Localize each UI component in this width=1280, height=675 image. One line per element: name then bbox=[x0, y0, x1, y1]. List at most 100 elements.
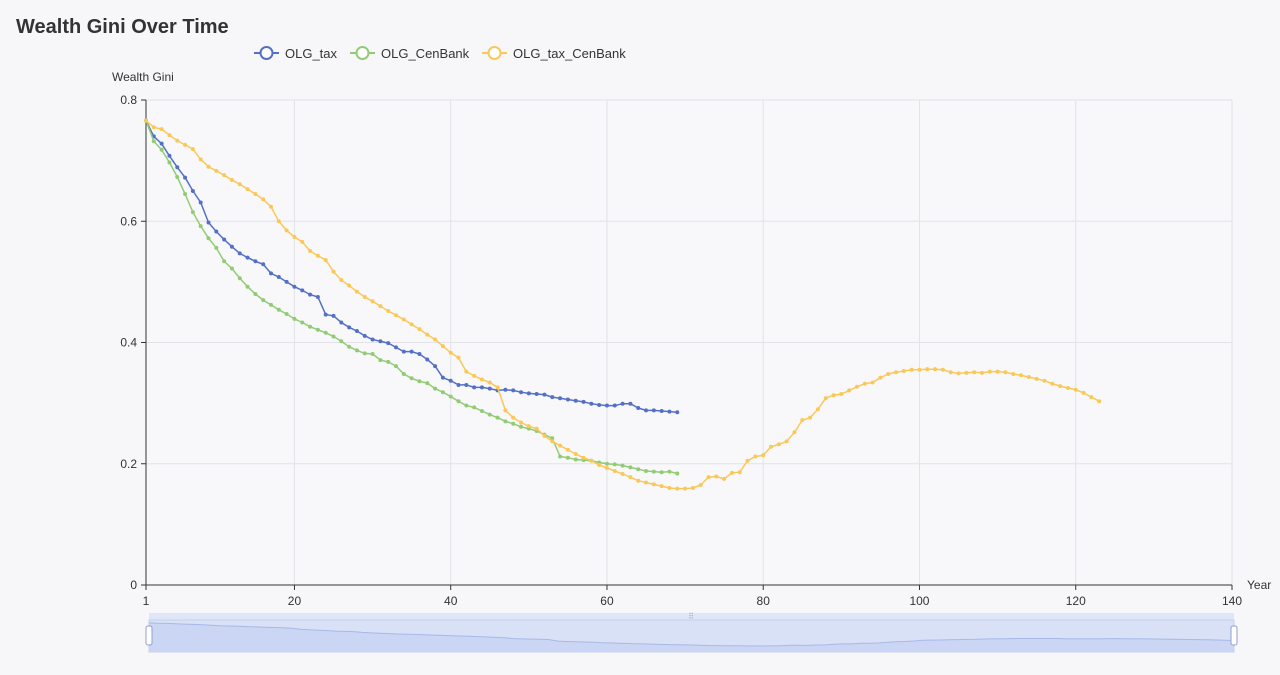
data-point bbox=[1089, 395, 1094, 400]
data-point bbox=[370, 337, 375, 342]
data-point bbox=[620, 472, 625, 477]
data-point bbox=[659, 484, 664, 489]
data-point bbox=[331, 269, 336, 274]
data-point bbox=[472, 385, 477, 390]
zoom-preview-area bbox=[149, 622, 1234, 652]
data-point bbox=[425, 332, 430, 337]
data-point bbox=[378, 339, 383, 344]
data-point bbox=[839, 392, 844, 397]
legend-label: OLG_CenBank bbox=[381, 46, 470, 61]
data-point bbox=[534, 392, 539, 397]
data-point bbox=[604, 403, 609, 408]
data-point bbox=[909, 367, 914, 372]
data-point bbox=[1003, 370, 1008, 375]
data-point bbox=[206, 220, 211, 225]
data-point bbox=[222, 237, 227, 242]
data-point bbox=[628, 475, 633, 480]
legend-item[interactable]: OLG_tax_CenBank bbox=[482, 46, 626, 61]
data-point bbox=[628, 401, 633, 406]
data-point bbox=[1019, 373, 1024, 378]
data-point bbox=[401, 372, 406, 377]
data-point bbox=[925, 367, 930, 372]
data-point bbox=[386, 359, 391, 364]
data-point bbox=[175, 138, 180, 143]
x-tick-label: 20 bbox=[288, 594, 302, 608]
data-point bbox=[558, 443, 563, 448]
data-point bbox=[940, 367, 945, 372]
data-point bbox=[706, 475, 711, 480]
data-point bbox=[276, 275, 281, 280]
zoom-handle-right[interactable] bbox=[1230, 625, 1238, 646]
legend-item[interactable]: OLG_tax bbox=[254, 46, 338, 61]
data-point bbox=[401, 317, 406, 322]
data-point bbox=[284, 228, 289, 233]
data-point bbox=[1042, 378, 1047, 383]
y-tick-label: 0 bbox=[130, 578, 137, 592]
data-point bbox=[198, 224, 203, 229]
data-point bbox=[472, 373, 477, 378]
zoom-handle-left[interactable] bbox=[145, 625, 153, 646]
data-point bbox=[1065, 385, 1070, 390]
data-point bbox=[784, 439, 789, 444]
data-point bbox=[987, 369, 992, 374]
data-point bbox=[253, 191, 258, 196]
data-point bbox=[558, 396, 563, 401]
data-point bbox=[292, 316, 297, 321]
data-point bbox=[487, 412, 492, 417]
data-point bbox=[253, 259, 258, 264]
data-point bbox=[362, 333, 367, 338]
data-point bbox=[526, 424, 531, 429]
data-point bbox=[386, 308, 391, 313]
data-point bbox=[667, 409, 672, 414]
data-point bbox=[190, 210, 195, 215]
data-point bbox=[417, 327, 422, 332]
data-point bbox=[214, 168, 219, 173]
data-point bbox=[745, 458, 750, 463]
data-point bbox=[183, 175, 188, 180]
data-point bbox=[331, 334, 336, 339]
legend-marker-icon bbox=[487, 46, 502, 60]
data-point bbox=[292, 284, 297, 289]
data-point bbox=[550, 395, 555, 400]
data-point bbox=[479, 385, 484, 390]
data-point bbox=[222, 173, 227, 178]
data-point bbox=[1026, 375, 1031, 380]
data-point bbox=[237, 251, 242, 256]
x-tick-label: 60 bbox=[600, 594, 614, 608]
data-point bbox=[690, 486, 695, 490]
data-point bbox=[862, 381, 867, 386]
data-point bbox=[698, 482, 703, 487]
data-point bbox=[479, 377, 484, 382]
legend-label: OLG_tax_CenBank bbox=[513, 46, 626, 61]
data-point bbox=[206, 164, 211, 169]
data-point bbox=[597, 402, 602, 407]
data-point bbox=[573, 452, 578, 457]
data-point bbox=[323, 330, 328, 335]
data-point bbox=[315, 327, 320, 332]
data-point bbox=[854, 384, 859, 389]
legend-item[interactable]: OLG_CenBank bbox=[350, 46, 470, 61]
data-point bbox=[245, 187, 250, 192]
data-point bbox=[565, 455, 570, 460]
data-point bbox=[237, 182, 242, 187]
data-point bbox=[339, 320, 344, 325]
data-point bbox=[581, 399, 586, 404]
data-point bbox=[495, 415, 500, 420]
data-point bbox=[315, 295, 320, 300]
data-point bbox=[151, 125, 156, 130]
x-tick-label: 100 bbox=[909, 594, 929, 608]
x-tick-label: 80 bbox=[757, 594, 771, 608]
data-point bbox=[612, 469, 617, 474]
data-point bbox=[597, 462, 602, 467]
data-point bbox=[284, 312, 289, 317]
data-point bbox=[503, 419, 508, 424]
data-point bbox=[550, 436, 555, 441]
data-point bbox=[300, 239, 305, 244]
x-tick-label: 120 bbox=[1066, 594, 1086, 608]
data-point bbox=[729, 470, 734, 475]
data-point bbox=[409, 376, 414, 381]
data-point bbox=[456, 382, 461, 387]
data-zoom-slider[interactable]: ⠿ bbox=[145, 612, 1238, 653]
data-point bbox=[253, 292, 258, 296]
